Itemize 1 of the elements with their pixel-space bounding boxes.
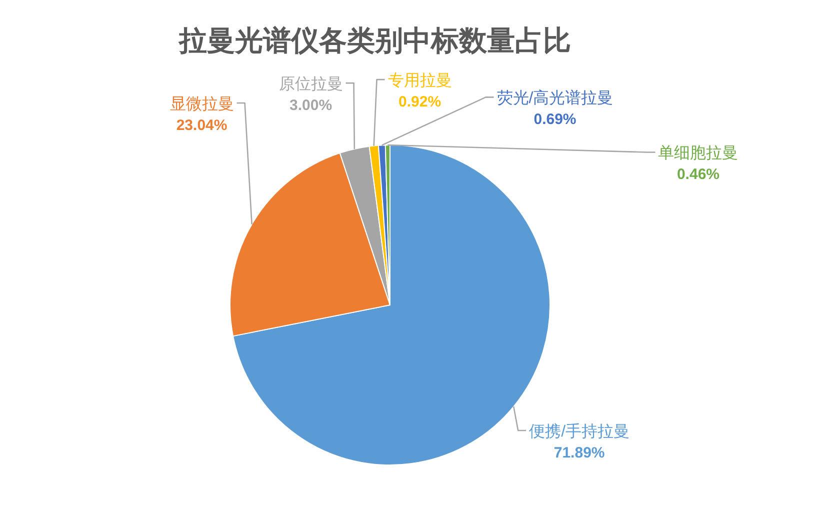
title: 拉曼光谱仪各类别中标数量占比 (179, 25, 571, 56)
